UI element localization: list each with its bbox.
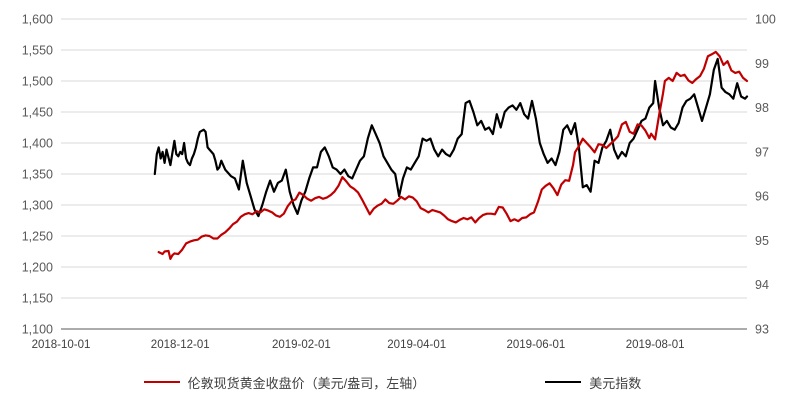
right-axis-tick-label: 99 [755, 57, 769, 71]
x-axis-tick-label: 2018-12-01 [151, 339, 210, 351]
left-axis-tick-label: 1,500 [22, 75, 53, 89]
right-axis-tick-label: 94 [755, 278, 769, 292]
left-axis-tick-label: 1,450 [22, 106, 53, 120]
x-axis-tick-label: 2018-10-01 [32, 339, 91, 351]
left-axis-tick-label: 1,150 [22, 292, 53, 306]
left-axis-tick-label: 1,100 [22, 323, 53, 337]
left-axis-tick-label: 1,400 [22, 137, 53, 151]
left-axis-tick-label: 1,250 [22, 230, 53, 244]
right-axis-tick-label: 100 [755, 13, 776, 27]
x-axis-tick-label: 2019-06-01 [507, 339, 566, 351]
right-axis-tick-label: 96 [755, 190, 769, 204]
right-axis-tick-label: 97 [755, 145, 769, 159]
legend-item-gold[interactable]: 伦敦现货黄金收盘价（美元/盎司，左轴） [143, 373, 426, 392]
right-axis-tick-label: 98 [755, 101, 769, 115]
x-axis-tick-label: 2019-08-01 [626, 339, 685, 351]
dxy-line-swatch-icon [545, 381, 582, 383]
legend: 伦敦现货黄金收盘价（美元/盎司，左轴） 美元指数 [0, 370, 785, 394]
x-axis-tick-label: 2019-02-01 [272, 339, 331, 351]
x-axis-tick-label: 2019-04-01 [387, 339, 446, 351]
left-axis-tick-label: 1,200 [22, 261, 53, 275]
right-axis-tick-label: 95 [755, 234, 769, 248]
left-axis-tick-label: 1,600 [22, 13, 53, 27]
right-axis-tick-label: 93 [755, 323, 769, 337]
gold-price-line[interactable] [157, 50, 749, 260]
left-axis-tick-label: 1,300 [22, 199, 53, 213]
legend-item-dxy[interactable]: 美元指数 [545, 373, 641, 392]
left-axis-tick-label: 1,550 [22, 44, 53, 58]
legend-label-gold: 伦敦现货黄金收盘价（美元/盎司，左轴） [187, 375, 426, 391]
dollar-index-line[interactable] [153, 57, 749, 218]
line-chart-plot: 1,600 1,550 1,500 1,450 1,400 1,350 1,300 1,250… [22, 13, 776, 352]
legend-label-dxy: 美元指数 [589, 375, 642, 391]
gold-line-swatch-icon [143, 381, 180, 383]
left-axis-tick-label: 1,350 [22, 168, 53, 182]
